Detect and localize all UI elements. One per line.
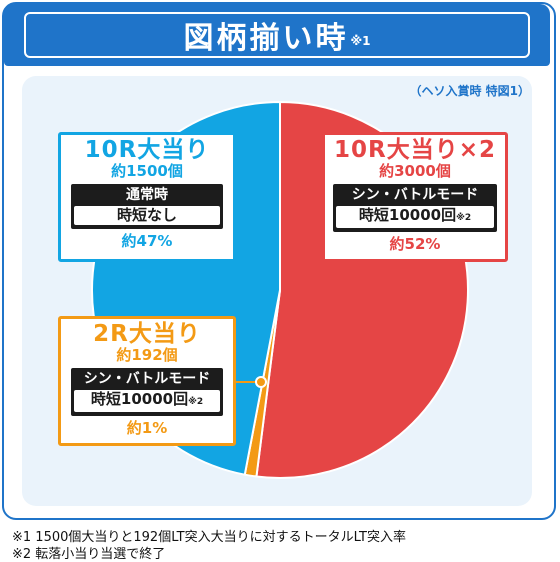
payout-10r-x2: 約3000個	[379, 162, 451, 180]
title-box: 図柄揃い時 ※1	[24, 12, 530, 58]
slice-label-2r: 2R大当り	[93, 321, 201, 347]
jitan-pill-10r: 時短なし	[74, 206, 220, 225]
label-box-10r: 10R大当り 約1500個 通常時 時短なし 約47%	[58, 132, 236, 262]
jitan-pill-10r-x2: 時短10000回※2	[336, 206, 494, 228]
payout-10r: 約1500個	[111, 162, 183, 180]
connector-line-2r	[236, 381, 260, 383]
jitan-text-10r-x2: 時短10000回	[358, 206, 457, 224]
condition-note: （ヘソ入賞時 特図1）	[409, 84, 530, 98]
pct-label-10r: 約47%	[121, 232, 173, 250]
pct-label-2r: 約1%	[126, 419, 168, 437]
slice-label-10r-x2: 10R大当り×2	[334, 137, 496, 163]
label-box-2r: 2R大当り 約192個 シン・バトルモード 時短10000回※2 約1%	[58, 316, 236, 446]
footnote-2: ※2 転落小当り当選で終了	[12, 547, 166, 562]
pct-label-10r-x2: 約52%	[389, 235, 441, 253]
jitan-text-10r: 時短なし	[116, 206, 177, 224]
mode-box-10r-x2: シン・バトルモード 時短10000回※2	[333, 184, 497, 232]
jitan-pill-2r: 時短10000回※2	[74, 390, 220, 412]
slice-label-10r: 10R大当り	[84, 137, 210, 163]
chart-title: 図柄揃い時	[183, 21, 349, 56]
title-bar: 図柄揃い時 ※1	[4, 4, 550, 66]
mode-box-10r: 通常時 時短なし	[71, 184, 223, 229]
mode-label-10r: 通常時	[126, 187, 168, 203]
jitan-note-10r-x2: ※2	[456, 213, 472, 223]
connector-dot-2r	[255, 376, 267, 388]
mode-label-10r-x2: シン・バトルモード	[351, 187, 479, 203]
jitan-text-2r: 時短10000回	[90, 390, 189, 408]
label-box-10r-x2: 10R大当り×2 約3000個 シン・バトルモード 時短10000回※2 約52…	[322, 132, 508, 262]
mode-box-2r: シン・バトルモード 時短10000回※2	[71, 368, 223, 416]
title-footnote-mark: ※1	[350, 34, 371, 48]
footnote-1: ※1 1500個大当りと192個LT突入大当りに対するトータルLT突入率	[12, 530, 406, 545]
payout-2r: 約192個	[116, 346, 178, 364]
jitan-note-2r: ※2	[188, 397, 204, 407]
mode-label-2r: シン・バトルモード	[83, 371, 211, 387]
